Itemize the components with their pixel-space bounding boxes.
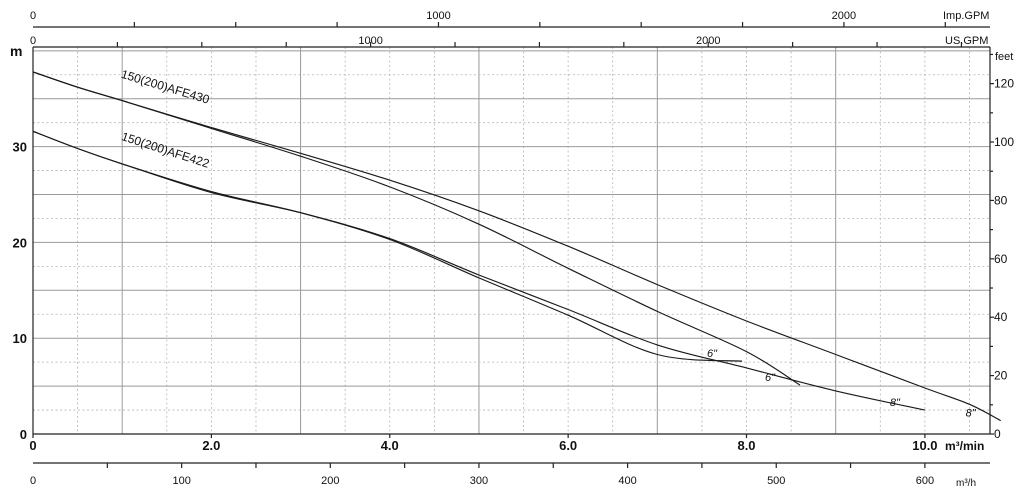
y-left-tick-label: 0 [20, 427, 27, 442]
top-imp-tick-label: 0 [30, 10, 36, 22]
x-tick-label: 6.0 [559, 438, 577, 453]
bottom-m3h-tick-label: 600 [916, 475, 934, 487]
y-right-tick-label: 60 [994, 252, 1008, 266]
y-right-tick-label: 120 [994, 77, 1014, 91]
top-imp-tick-label: 2000 [832, 10, 856, 22]
series-labels: 150(200)AFE430 8" 6" 150(200)AFE422 8" 6" [120, 67, 977, 420]
top-axis-us-unit: US.GPM [945, 35, 988, 47]
bottom-m3h-tick-label: 200 [321, 475, 339, 487]
x-tick-label: 10.0 [912, 438, 937, 453]
x-tick-label: 0 [29, 438, 36, 453]
y-right-tick-label: 40 [994, 310, 1008, 324]
y-right-tick-label: 100 [994, 135, 1014, 149]
series-lines [32, 71, 1001, 422]
y-right-tick-label: 80 [994, 193, 1008, 207]
bottom-m3h-tick-label: 500 [767, 475, 785, 487]
top-us-tick-label: 1000 [358, 35, 382, 47]
x-tick-label: 2.0 [202, 438, 220, 453]
x-axis-unit: m³/min [945, 439, 984, 453]
series-end-label: 8" [890, 397, 901, 409]
axes [32, 26, 991, 464]
tick-labels: 0 2.0 4.0 6.0 8.0 10.001020300204060801001200… [13, 10, 1015, 487]
series-line-2 [32, 71, 801, 386]
y-left-tick-label: 30 [13, 140, 27, 155]
series-end-label: 8" [966, 408, 977, 420]
bottom-axis-m3h-unit: m³/h [956, 478, 976, 489]
tick-marks [32, 22, 994, 468]
y-right-tick-label: 0 [994, 427, 1001, 441]
series-line-4 [32, 130, 743, 362]
y-right-tick-label: 20 [994, 369, 1008, 383]
bottom-m3h-tick-label: 100 [172, 475, 190, 487]
top-us-tick-label: 2000 [696, 35, 720, 47]
top-us-tick-label: 0 [30, 35, 36, 47]
series-name-label: 150(200)AFE430 [120, 67, 212, 107]
bottom-m3h-tick-label: 0 [30, 475, 36, 487]
x-tick-label: 4.0 [381, 438, 399, 453]
series-end-label: 6" [707, 348, 718, 360]
bottom-m3h-tick-label: 400 [618, 475, 636, 487]
y-left-tick-label: 10 [13, 331, 27, 346]
series-end-label: 6" [765, 372, 776, 384]
left-axis-unit: m [10, 43, 22, 59]
top-imp-tick-label: 1000 [426, 10, 450, 22]
grid [33, 47, 990, 434]
bottom-m3h-tick-label: 300 [470, 475, 488, 487]
y-left-tick-label: 20 [13, 235, 27, 250]
series-line-1 [32, 71, 1001, 422]
top-axis-imp-unit: Imp.GPM [943, 10, 989, 22]
x-tick-label: 8.0 [737, 438, 755, 453]
right-axis-unit: feet [995, 51, 1013, 63]
series-name-label: 150(200)AFE422 [120, 129, 212, 171]
